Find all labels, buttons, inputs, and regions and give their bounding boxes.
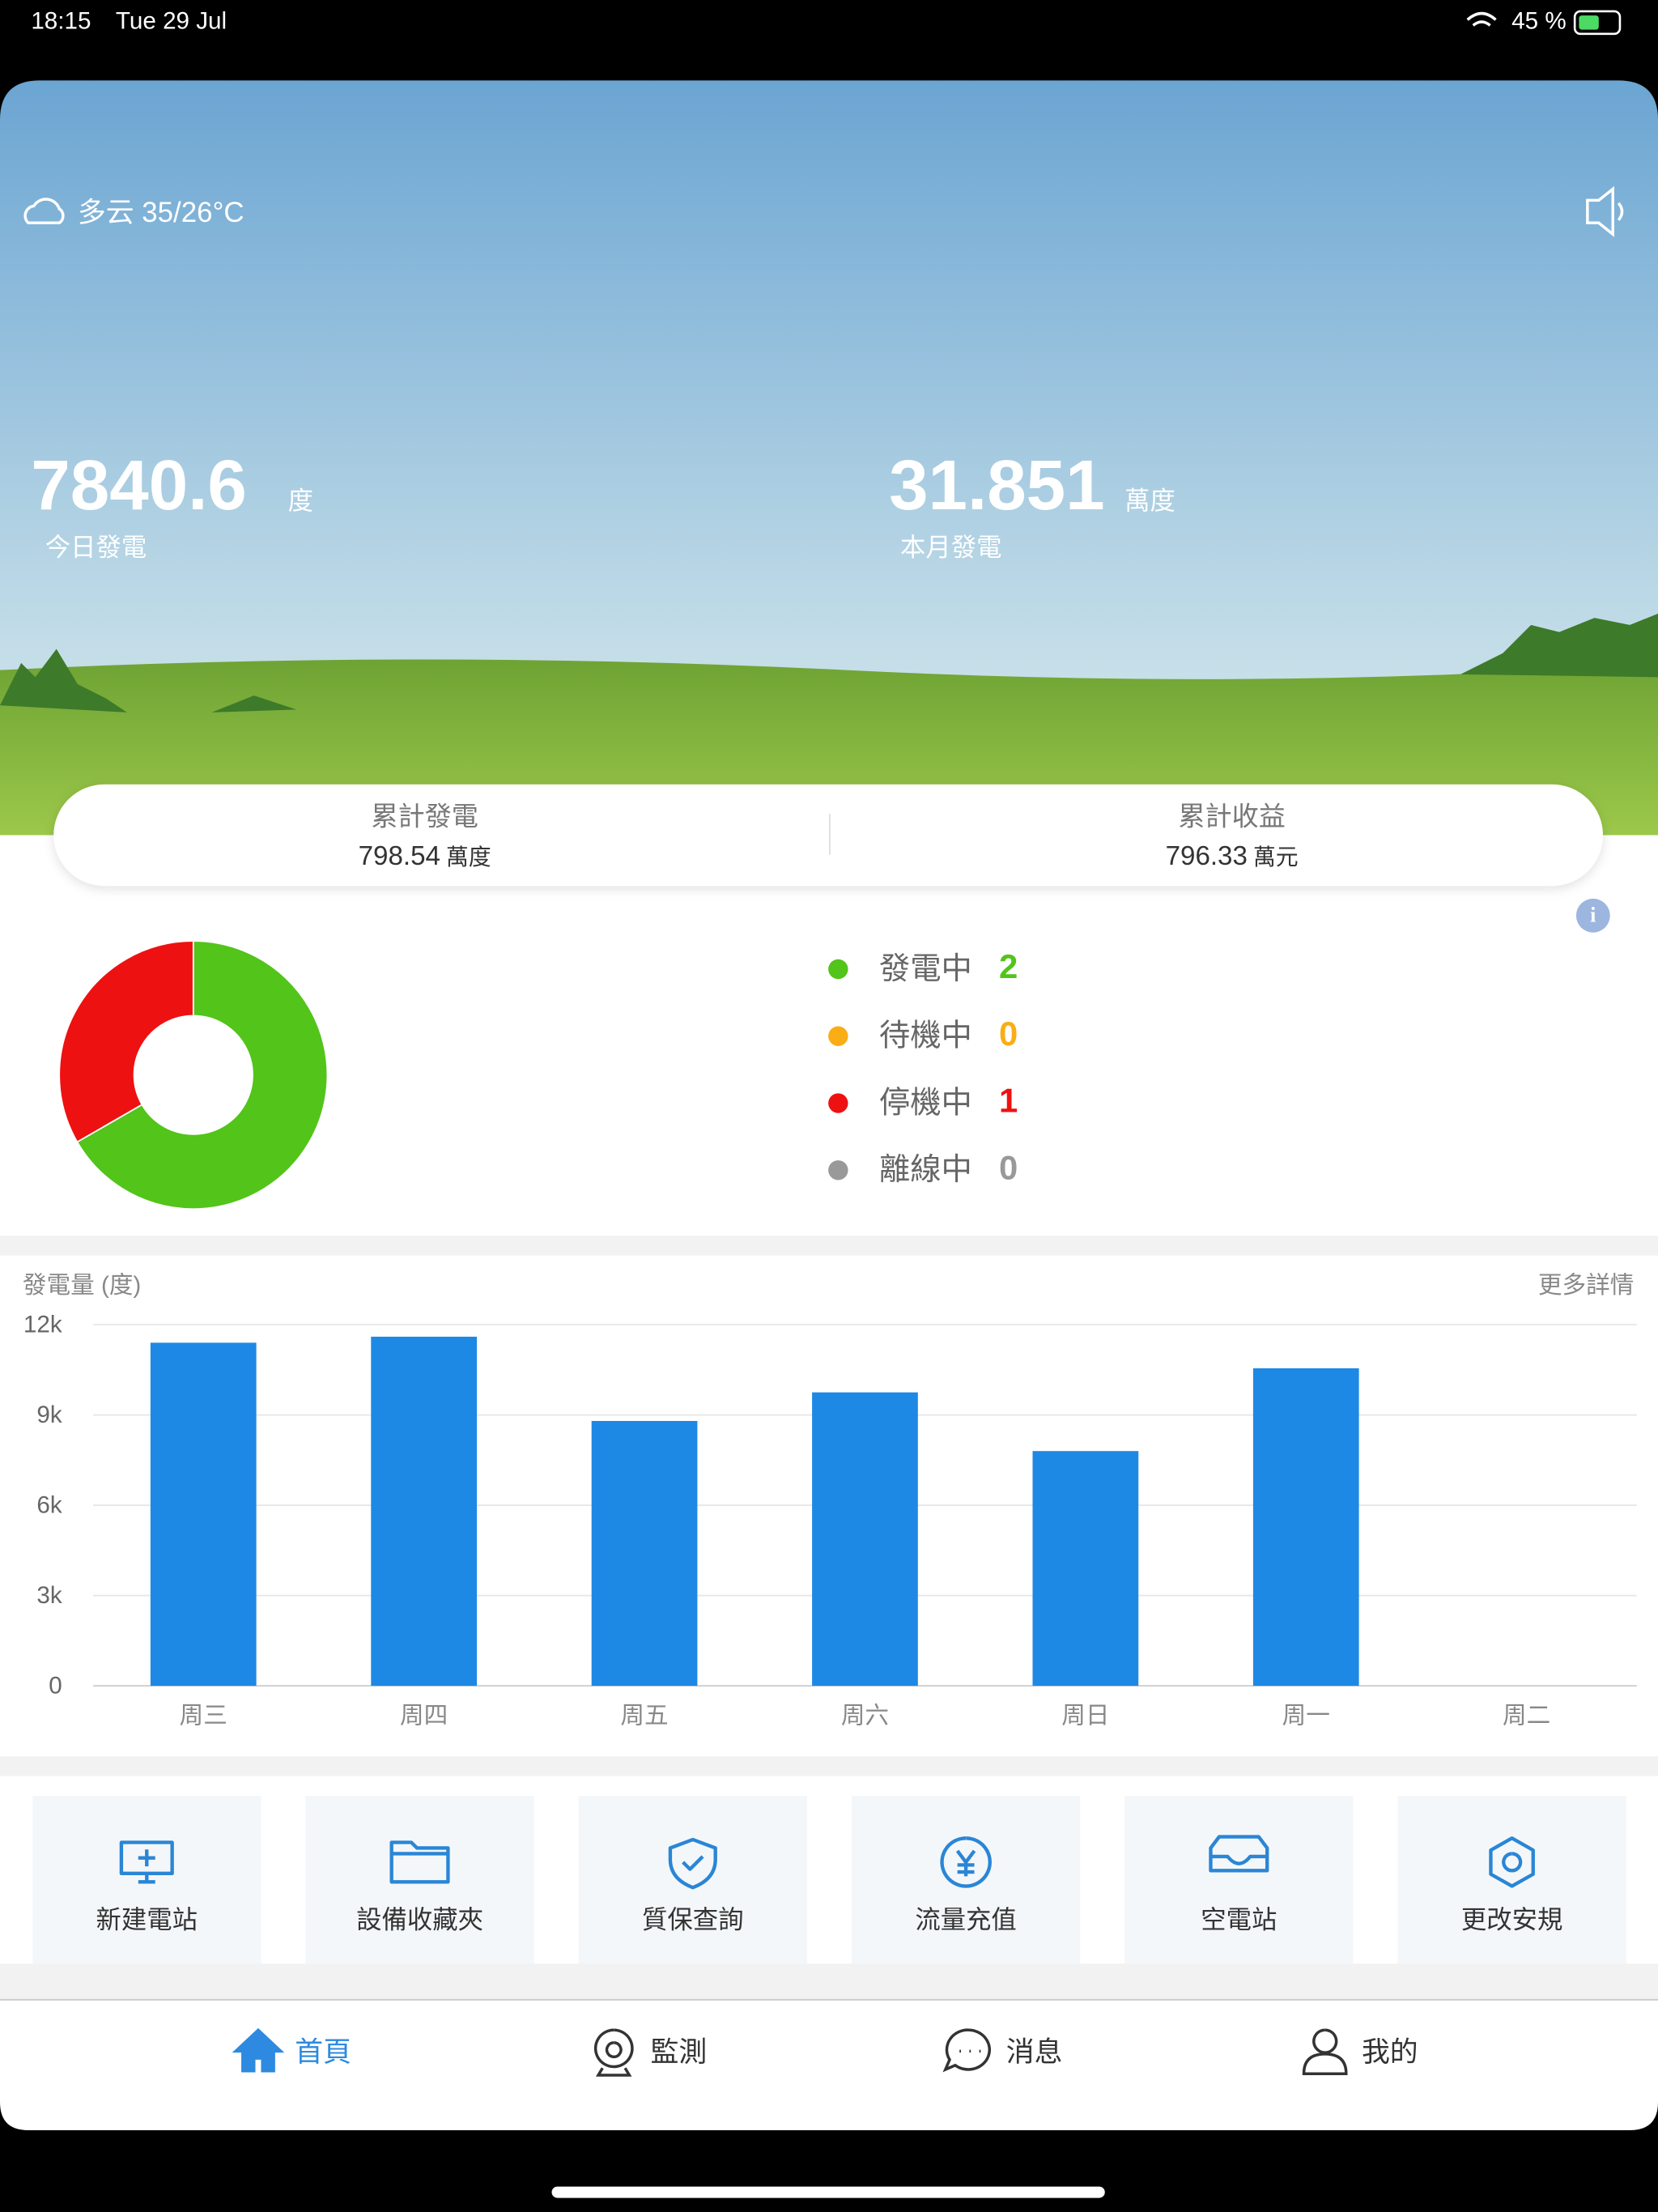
tab-icon[interactable]	[942, 2028, 991, 2073]
total-label: 累計發電	[371, 802, 478, 832]
legend-count: 1	[999, 1082, 1018, 1120]
total-label: 累計收益	[1178, 802, 1285, 832]
menu-label: 新建電站	[96, 1905, 198, 1933]
legend-label: 待機中	[879, 1019, 972, 1053]
tab-label[interactable]: 監測	[651, 2036, 708, 2068]
tab-icon[interactable]	[1302, 2028, 1348, 2075]
menu-icon	[1209, 1835, 1269, 1873]
bar	[371, 1336, 478, 1687]
tabs: 首頁 監測 消息 我的	[232, 2027, 1418, 2077]
total-value: 796.33 萬元	[1166, 841, 1299, 871]
legend-count: 2	[999, 947, 1018, 985]
menu-label: 設備收藏夾	[356, 1905, 483, 1933]
totals-card	[53, 784, 1604, 887]
separator	[0, 1963, 1658, 2001]
separator	[0, 1236, 1658, 1256]
bar-chart: 發電量 (度) 更多詳情 0 3k 6k 9k 12k 周三 周四 周五 周六 周日 周一 周二	[23, 1272, 1637, 1729]
today-unit: 度	[288, 487, 313, 515]
value: 798.54	[359, 841, 440, 871]
x-tick-label: 周日	[1061, 1702, 1109, 1729]
x-tick-label: 周六	[841, 1702, 889, 1729]
tab-label[interactable]: 消息	[1006, 2036, 1063, 2068]
x-tick-label: 周二	[1503, 1702, 1550, 1729]
weather: 多云 35/26°C	[78, 197, 244, 228]
unit: 萬元	[1253, 844, 1299, 870]
x-tick-label: 周三	[180, 1702, 227, 1729]
tab-label[interactable]: 我的	[1362, 2036, 1418, 2068]
battery-fill	[1579, 15, 1599, 30]
total-value: 798.54 萬度	[359, 841, 491, 871]
more-link[interactable]: 更多詳情	[1538, 1272, 1634, 1299]
menu-tile[interactable]	[1124, 1796, 1354, 1964]
menu-icon	[1489, 1836, 1535, 1888]
today-label: 今日發電	[45, 533, 147, 561]
menu-icon	[389, 1840, 450, 1884]
battery-icon	[1573, 10, 1622, 36]
legend-dot	[828, 1093, 848, 1113]
x-tick-label: 周五	[620, 1702, 668, 1729]
status-date: Tue 29 Jul	[116, 8, 227, 35]
menu: 新建電站 設備收藏夾 質保查詢 流量充值 空電站 更改安規	[32, 1796, 1626, 1964]
menu-label: 空電站	[1201, 1905, 1277, 1933]
legend-dot	[828, 959, 848, 980]
menu-label: 流量充值	[915, 1905, 1016, 1933]
menu-tile[interactable]	[1397, 1796, 1626, 1964]
legend-dot	[828, 1026, 848, 1046]
info-icon: i	[1590, 904, 1596, 927]
legend-count: 0	[999, 1015, 1018, 1053]
bar	[591, 1421, 698, 1687]
y-tick-label: 12k	[23, 1312, 62, 1338]
bar	[1032, 1451, 1139, 1687]
sky-banner	[0, 80, 1658, 836]
menu-label: 更改安規	[1461, 1905, 1562, 1933]
today-value: 7840.6	[31, 446, 247, 525]
wifi-icon	[1466, 11, 1497, 27]
donut-wedge	[76, 940, 329, 1210]
donut-wedge	[58, 940, 194, 1143]
month-unit: 萬度	[1124, 487, 1175, 515]
value: 796.33	[1166, 841, 1248, 871]
sound-button[interactable]	[1586, 185, 1624, 237]
bar	[812, 1392, 918, 1687]
legend-label: 離線中	[879, 1152, 972, 1187]
unit: 萬度	[446, 844, 491, 870]
status-time: 18:15	[31, 8, 91, 35]
legend-label: 發電中	[879, 951, 972, 986]
tab-icon[interactable]	[232, 2027, 285, 2073]
tab-icon[interactable]	[593, 2028, 634, 2077]
y-tick-label: 3k	[36, 1582, 62, 1609]
month-value: 31.851	[889, 446, 1105, 525]
legend-label: 停機中	[879, 1085, 972, 1120]
tab-bar	[0, 2000, 1658, 2130]
y-tick-label: 6k	[36, 1492, 62, 1519]
menu-tile[interactable]	[851, 1796, 1081, 1964]
info-button[interactable]	[1575, 898, 1610, 933]
weather-icon	[23, 198, 65, 225]
x-tick-label: 周一	[1282, 1702, 1330, 1729]
menu-tile[interactable]	[305, 1796, 534, 1964]
x-tick-label: 周四	[400, 1702, 448, 1729]
bar	[1252, 1368, 1359, 1687]
legend-count: 0	[999, 1148, 1018, 1186]
battery-level: 45 %	[1511, 8, 1567, 35]
chart-title: 發電量 (度)	[23, 1272, 141, 1299]
y-tick-label: 0	[49, 1673, 62, 1699]
menu-icon	[119, 1840, 174, 1884]
tab-label[interactable]: 首頁	[295, 2036, 351, 2068]
menu-tile[interactable]	[578, 1796, 807, 1964]
month-label: 本月發電	[900, 533, 1001, 561]
menu-label: 質保查詢	[642, 1905, 743, 1933]
bar	[150, 1342, 257, 1687]
home-indicator	[551, 2186, 1105, 2198]
menu-icon	[668, 1837, 717, 1890]
status-donut: 發電中 2 待機中 0 停機中 1 離線中 0	[58, 940, 1018, 1210]
y-tick-label: 9k	[36, 1402, 62, 1428]
separator	[0, 1756, 1658, 1776]
legend-dot	[828, 1160, 848, 1180]
menu-icon	[940, 1836, 992, 1888]
